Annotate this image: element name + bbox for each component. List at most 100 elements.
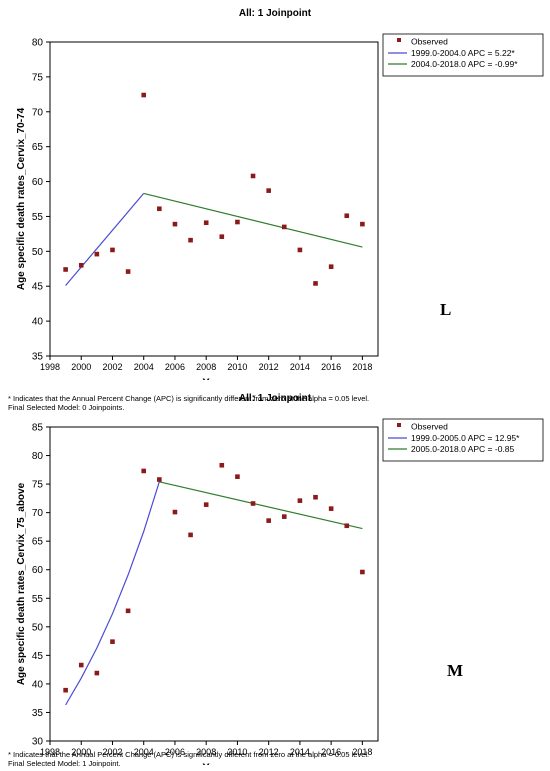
chart-m-y-tick-label: 60 bbox=[32, 565, 44, 576]
chart-m-observed-point bbox=[297, 498, 303, 503]
chart-m-footnote-line-1: * Indicates that the Annual Percent Chan… bbox=[8, 750, 370, 759]
chart-m-observed-point bbox=[110, 639, 115, 644]
chart-l-footnote-line-1: * Indicates that the Annual Percent Chan… bbox=[8, 394, 370, 403]
chart-l-legend-label-2: 2004.0-2018.0 APC = -0.99* bbox=[411, 59, 518, 69]
chart-l-observed-point bbox=[235, 219, 240, 225]
chart-m-x-tick-label: 2016 bbox=[321, 747, 341, 757]
chart-l-y-tick-label: 50 bbox=[32, 247, 44, 258]
chart-m-x-tick-label: 2012 bbox=[259, 747, 279, 757]
chart-l-x-tick-label: 2010 bbox=[227, 362, 247, 372]
chart-m-x-tick-label: 2010 bbox=[227, 747, 247, 757]
chart-m-observed-point bbox=[360, 569, 365, 575]
chart-m-x-tick-label: 2008 bbox=[196, 747, 216, 757]
chart-m-y-tick-label: 65 bbox=[32, 537, 44, 548]
chart-m-plot-area bbox=[49, 426, 379, 742]
chart-l-observed-point bbox=[141, 92, 147, 98]
chart-l-observed-point bbox=[203, 220, 209, 226]
chart-m-y-tick-label: 70 bbox=[32, 508, 44, 519]
chart-m-observed-point bbox=[313, 494, 318, 500]
chart-m-observed-point bbox=[344, 523, 350, 529]
chart-m-observed-point bbox=[250, 501, 256, 506]
chart-l-svg: All: 1 Joinpoint 35 40 45 50 55 60 65 70 75 80 1998… bbox=[16, 8, 544, 389]
chart-m-observed-point bbox=[157, 477, 162, 482]
chart-m-y-tick-label: 50 bbox=[32, 622, 44, 633]
chart-l-x-tick-label: 2000 bbox=[71, 362, 91, 372]
chart-l-observed-point bbox=[125, 269, 131, 274]
chart-m-x-tick-label: 2014 bbox=[290, 747, 310, 757]
chart-l-observed-point bbox=[266, 188, 271, 193]
chart-l-observed-point bbox=[344, 213, 350, 219]
chart-m-legend-label-observed: Observed bbox=[411, 422, 448, 432]
chart-l-y-tick-label: 55 bbox=[32, 212, 44, 223]
chart-l-observed-point bbox=[313, 281, 318, 286]
chart-m-y-tick-label: 45 bbox=[32, 651, 44, 662]
chart-m-x-tick-label: 2000 bbox=[71, 747, 91, 757]
chart-m-observed-point bbox=[125, 608, 131, 614]
chart-l-observed-point bbox=[172, 221, 178, 227]
chart-m-y-axis-label: Age specific death rates_Cervix_75_above bbox=[16, 482, 27, 685]
chart-m-y-tick-label: 30 bbox=[32, 737, 44, 748]
chart-l-y-tick-label: 60 bbox=[32, 177, 44, 188]
chart-l-x-tick-label: 2004 bbox=[134, 362, 154, 372]
chart-l-x-tick-label: 2016 bbox=[321, 362, 341, 372]
chart-l-y-tick-label: 45 bbox=[32, 282, 44, 293]
chart-l-trend-line-1 bbox=[65, 193, 145, 286]
chart-m-x-tick-label: 2006 bbox=[165, 747, 185, 757]
chart-m-observed-point bbox=[172, 509, 178, 515]
chart-l-observed-point bbox=[250, 173, 256, 179]
chart-m-observed-point bbox=[203, 502, 209, 507]
chart-l-y-tick-label: 40 bbox=[32, 317, 44, 328]
chart-l-title: All: 1 Joinpoint bbox=[239, 8, 312, 19]
chart-l-legend-marker-observed bbox=[397, 38, 401, 42]
chart-l-observed-point bbox=[328, 264, 334, 269]
chart-m-trend-line-1 bbox=[65, 481, 160, 706]
chart-m: All: 1 Joinpoint 30 35 40 45 50 55 60 65 70 75 80 85… bbox=[0, 385, 550, 771]
chart-l-y-tick-label: 80 bbox=[32, 38, 44, 49]
chart-l-observed-point bbox=[188, 237, 193, 243]
chart-l-y-tick-label: 35 bbox=[32, 352, 44, 363]
chart-m-observed-point bbox=[141, 468, 147, 474]
chart-m-x-tick-label: 2004 bbox=[134, 747, 154, 757]
chart-l-legend bbox=[382, 33, 544, 77]
chart-m-y-tick-label: 75 bbox=[32, 480, 44, 491]
chart-l-y-tick-label: 65 bbox=[32, 142, 44, 153]
chart-m-observed-point bbox=[63, 687, 68, 693]
chart-m-observed-point bbox=[235, 474, 240, 479]
chart-l-x-tick-label: 2008 bbox=[196, 362, 216, 372]
chart-l-x-tick-label: 2012 bbox=[259, 362, 279, 372]
chart-m-x-tick-label: 2018 bbox=[352, 747, 372, 757]
chart-m-svg: All: 1 Joinpoint 30 35 40 45 50 55 60 65 70 75 80 85… bbox=[16, 393, 544, 771]
chart-m-legend-label-2: 2005.0-2018.0 APC = -0.85 bbox=[411, 444, 515, 454]
chart-m-y-tick-label: 80 bbox=[32, 451, 44, 462]
panel-label-m: M bbox=[447, 661, 464, 680]
chart-m-legend-marker-observed bbox=[397, 423, 401, 427]
chart-m-observed-point bbox=[328, 506, 334, 511]
chart-l-x-tick-label: 2002 bbox=[102, 362, 122, 372]
chart-m-observed-point bbox=[281, 514, 287, 519]
chart-l-x-axis-label: Year bbox=[202, 377, 226, 380]
chart-l-observed-point bbox=[110, 247, 115, 253]
chart-l-y-tick-label: 70 bbox=[32, 107, 44, 118]
chart-l-observed-point bbox=[297, 247, 303, 253]
chart-m-legend bbox=[382, 418, 544, 462]
chart-m-footnote: * Indicates that the Annual Percent Chan… bbox=[8, 750, 369, 768]
chart-l-footnote-line-2: Final Selected Model: 0 Joinpoints. bbox=[8, 403, 125, 412]
chart-m-y-tick-label: 55 bbox=[32, 594, 44, 605]
chart-m-y-tick-label: 85 bbox=[32, 423, 44, 434]
chart-m-observed-point bbox=[266, 518, 271, 523]
chart-l-observed-point bbox=[63, 267, 68, 272]
chart-m-y-tick-label: 40 bbox=[32, 679, 44, 690]
chart-l-observed-point bbox=[281, 224, 287, 230]
chart-l-trend-line-2 bbox=[143, 192, 363, 248]
chart-l-observed-point bbox=[78, 262, 84, 268]
chart-l-legend-label-1: 1999.0-2004.0 APC = 5.22* bbox=[411, 48, 515, 58]
panel-label-l: L bbox=[440, 300, 452, 319]
chart-m-trend-line-2 bbox=[159, 481, 363, 530]
chart-l-observed-point bbox=[360, 221, 365, 227]
chart-m-x-tick-label: 1998 bbox=[40, 747, 60, 757]
chart-l: All: 1 Joinpoint 35 40 45 50 55 60 65 70 75 80 1998… bbox=[0, 0, 550, 389]
chart-m-observed-point bbox=[78, 662, 84, 668]
chart-l-y-tick-label: 75 bbox=[32, 72, 44, 83]
chart-m-observed-point bbox=[188, 532, 193, 538]
chart-l-x-tick-label: 2014 bbox=[290, 362, 310, 372]
